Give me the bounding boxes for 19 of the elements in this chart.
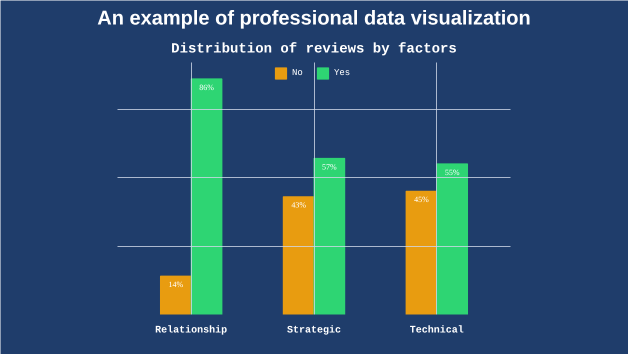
data-label: 45% — [414, 195, 430, 204]
legend-label: Yes — [334, 68, 352, 78]
data-label: 57% — [322, 162, 338, 172]
chart-title: An example of professional data visualization — [97, 8, 531, 30]
x-tick-label: Strategic — [286, 324, 342, 336]
chart-subtitle: Distribution of reviews by factors — [171, 42, 457, 58]
bar — [436, 163, 468, 314]
bar — [406, 190, 438, 314]
bar — [282, 196, 314, 314]
x-tick-label: Technical — [410, 324, 464, 336]
x-tick-label: Relationship — [155, 324, 228, 336]
data-label: 14% — [168, 280, 184, 290]
data-label: 43% — [291, 200, 306, 210]
data-label: 55% — [444, 168, 460, 177]
bar — [314, 158, 346, 314]
bar — [160, 276, 192, 314]
legend-label: No — [292, 68, 304, 78]
bar — [190, 78, 222, 314]
data-label: 86% — [199, 82, 214, 92]
